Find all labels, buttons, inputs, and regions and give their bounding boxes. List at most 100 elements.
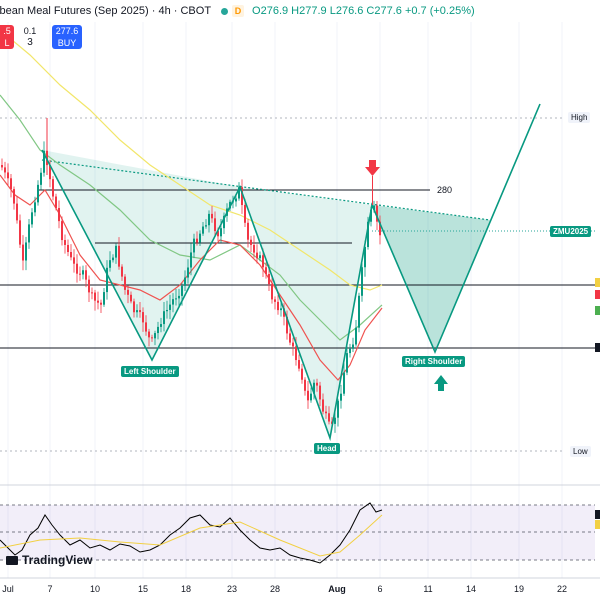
head-label[interactable]: Head	[314, 443, 340, 454]
candle-body[interactable]	[124, 276, 126, 290]
candle-body[interactable]	[100, 302, 102, 305]
candle-body[interactable]	[58, 208, 60, 222]
head-shoulders-pattern[interactable]	[41, 103, 541, 442]
candle-body[interactable]	[40, 172, 42, 185]
candle-body[interactable]	[280, 308, 282, 311]
candle-body[interactable]	[7, 172, 9, 179]
candle-body[interactable]	[244, 205, 246, 223]
candle-body[interactable]	[196, 238, 198, 243]
candle-body[interactable]	[181, 285, 183, 296]
candle-body[interactable]	[250, 239, 252, 245]
candle-body[interactable]	[268, 274, 270, 285]
price-axis[interactable]	[595, 0, 600, 600]
candle-body[interactable]	[94, 292, 96, 301]
candle-body[interactable]	[367, 221, 369, 247]
candle-body[interactable]	[157, 326, 159, 334]
candle-body[interactable]	[262, 255, 264, 268]
candle-body[interactable]	[82, 270, 84, 275]
candle-body[interactable]	[199, 233, 201, 243]
candle-body[interactable]	[22, 244, 24, 261]
candle-body[interactable]	[313, 382, 315, 394]
candle-body[interactable]	[190, 252, 192, 268]
candle-body[interactable]	[217, 231, 219, 237]
candle-body[interactable]	[91, 292, 93, 294]
candle-body[interactable]	[1, 165, 3, 168]
candle-body[interactable]	[13, 189, 15, 204]
candle-body[interactable]	[10, 178, 12, 190]
candle-body[interactable]	[346, 353, 348, 373]
candle-body[interactable]	[286, 316, 288, 334]
candle-body[interactable]	[106, 267, 108, 293]
candle-body[interactable]	[370, 209, 372, 222]
candle-body[interactable]	[316, 382, 318, 386]
candle-body[interactable]	[97, 300, 99, 303]
candle-body[interactable]	[238, 187, 240, 199]
candle-body[interactable]	[379, 221, 381, 236]
candle-body[interactable]	[274, 299, 276, 302]
candle-body[interactable]	[25, 242, 27, 261]
sell-button[interactable]: .5 L	[0, 25, 14, 49]
candle-body[interactable]	[43, 150, 45, 173]
candle-body[interactable]	[283, 308, 285, 317]
candle-body[interactable]	[154, 333, 156, 339]
candle-body[interactable]	[28, 224, 30, 243]
candle-body[interactable]	[73, 257, 75, 264]
candle-body[interactable]	[277, 301, 279, 311]
candle-body[interactable]	[208, 213, 210, 226]
candle-body[interactable]	[130, 294, 132, 302]
candle-body[interactable]	[253, 244, 255, 253]
candle-body[interactable]	[70, 252, 72, 258]
candle-body[interactable]	[64, 240, 66, 245]
candle-body[interactable]	[298, 360, 300, 369]
candle-body[interactable]	[292, 342, 294, 347]
candle-body[interactable]	[265, 267, 267, 275]
tradingview-logo[interactable]: TradingView	[6, 553, 92, 567]
candle-body[interactable]	[235, 198, 237, 202]
candle-body[interactable]	[352, 344, 354, 349]
candle-body[interactable]	[139, 310, 141, 313]
ma-red-line[interactable]	[0, 174, 383, 381]
resistance-trendline[interactable]	[41, 159, 491, 221]
candle-body[interactable]	[136, 310, 138, 313]
candle-body[interactable]	[88, 279, 90, 293]
candle-body[interactable]	[364, 246, 366, 268]
candle-body[interactable]	[49, 165, 51, 180]
candle-body[interactable]	[145, 322, 147, 332]
candle-body[interactable]	[112, 257, 114, 261]
candle-body[interactable]	[328, 413, 330, 422]
candle-body[interactable]	[184, 277, 186, 286]
rsi-ma-line[interactable]	[0, 514, 383, 557]
symbol-title[interactable]: ybean Meal Futures (Sep 2025) · 4h · CBO…	[0, 5, 212, 17]
candle-body[interactable]	[310, 393, 312, 401]
candle-body[interactable]	[178, 295, 180, 299]
candle-body[interactable]	[337, 400, 339, 418]
candle-body[interactable]	[163, 311, 165, 325]
ma-green-line[interactable]	[0, 94, 383, 341]
buy-button[interactable]: 277.6 BUY	[52, 25, 82, 49]
candle-body[interactable]	[193, 238, 195, 253]
candle-body[interactable]	[160, 324, 162, 327]
candle-body[interactable]	[172, 299, 174, 305]
candle-body[interactable]	[202, 226, 204, 234]
candle-body[interactable]	[76, 263, 78, 274]
candle-body[interactable]	[259, 255, 261, 259]
candle-body[interactable]	[4, 167, 6, 173]
candle-body[interactable]	[358, 295, 360, 328]
candle-body[interactable]	[220, 228, 222, 237]
ma-yellow-line[interactable]	[0, 29, 383, 291]
candle-body[interactable]	[169, 304, 171, 310]
candle-body[interactable]	[301, 368, 303, 380]
candle-body[interactable]	[103, 292, 105, 305]
candle-body[interactable]	[304, 379, 306, 391]
candle-body[interactable]	[241, 187, 243, 206]
candle-body[interactable]	[325, 411, 327, 414]
candle-body[interactable]	[61, 221, 63, 241]
candle-body[interactable]	[55, 196, 57, 209]
data-tag[interactable]: D	[232, 5, 245, 17]
candle-body[interactable]	[109, 260, 111, 268]
candle-body[interactable]	[322, 399, 324, 412]
candle-body[interactable]	[31, 212, 33, 225]
rsi-line[interactable]	[0, 502, 383, 564]
candle-body[interactable]	[115, 245, 117, 258]
